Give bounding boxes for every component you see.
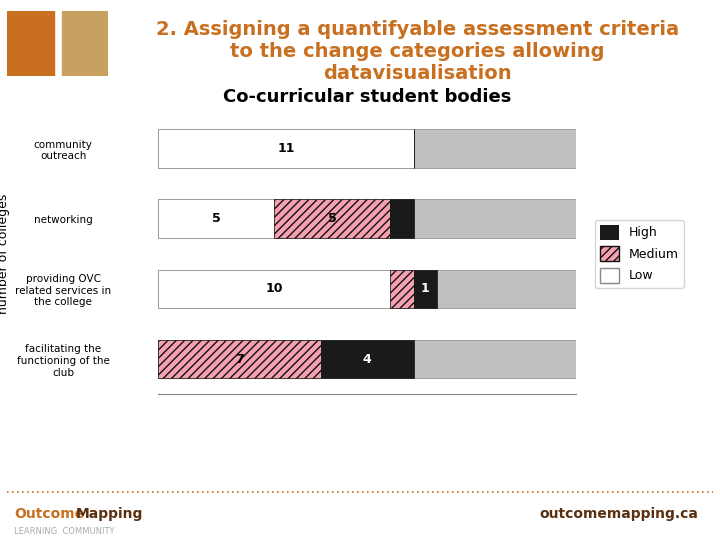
Bar	[158, 129, 413, 168]
Bar	[158, 340, 576, 379]
Bar	[390, 199, 413, 238]
Bar	[158, 340, 321, 379]
Bar	[7, 11, 53, 76]
Bar	[158, 199, 274, 238]
Text: 1: 1	[420, 282, 430, 295]
Bar	[158, 129, 576, 168]
Bar	[390, 269, 413, 308]
Title: Co-curricular student bodies: Co-curricular student bodies	[223, 88, 511, 106]
Text: 7: 7	[235, 353, 244, 366]
Bar	[274, 199, 390, 238]
Bar	[158, 199, 576, 238]
Bar	[321, 340, 413, 379]
Text: Outcome: Outcome	[14, 507, 84, 521]
Text: Mapping: Mapping	[76, 507, 143, 521]
Legend: High, Medium, Low: High, Medium, Low	[595, 220, 683, 288]
Text: 5: 5	[328, 212, 337, 225]
Text: LEARNING  COMMUNITY: LEARNING COMMUNITY	[14, 528, 115, 536]
Y-axis label: number of colleges: number of colleges	[0, 194, 9, 314]
Bar	[158, 269, 576, 308]
Text: outcomemapping.ca: outcomemapping.ca	[539, 507, 698, 521]
Bar	[158, 269, 390, 308]
Bar	[413, 269, 437, 308]
Text: 2. Assigning a quantifyable assessment criteria
to the change categories allowin: 2. Assigning a quantifyable assessment c…	[156, 20, 679, 83]
Text: 10: 10	[266, 282, 283, 295]
Text: 11: 11	[277, 142, 294, 155]
Bar	[62, 11, 108, 76]
Text: 4: 4	[363, 353, 372, 366]
Text: 5: 5	[212, 212, 221, 225]
